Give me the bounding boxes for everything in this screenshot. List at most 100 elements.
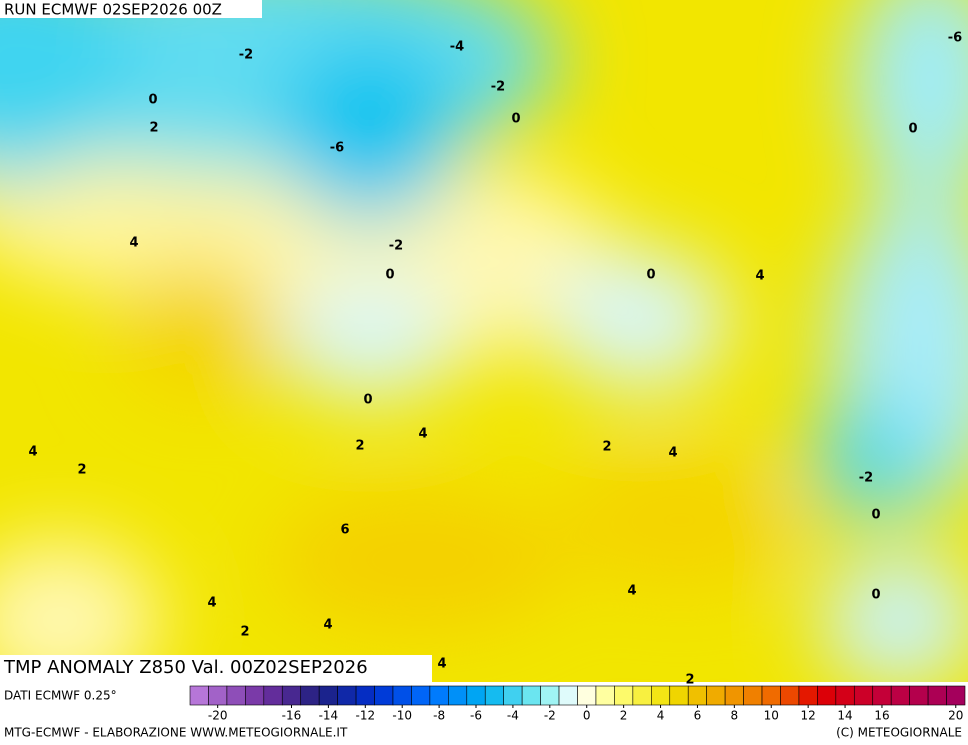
tick-label: -4	[507, 709, 519, 723]
tick-label: 2	[620, 709, 628, 723]
contour-label: -2	[239, 48, 253, 63]
color-box	[189, 685, 209, 706]
color-box	[651, 685, 671, 706]
tick-label: -8	[433, 709, 445, 723]
color-box	[540, 685, 560, 706]
contour-label: -4	[450, 40, 464, 55]
color-box	[909, 685, 929, 706]
color-box	[743, 685, 763, 706]
copyright: (C) METEOGIORNALE	[836, 726, 962, 740]
color-box	[724, 685, 744, 706]
contour-label: 0	[385, 268, 394, 283]
color-box	[632, 685, 652, 706]
colorbar: -20 -16 -14 -12 -10 -8 -6 -4 -2 0 2 4 6 8 10 12 14 16 20	[189, 685, 966, 723]
color-box	[817, 685, 837, 706]
tick-label: 14	[837, 709, 852, 723]
color-box	[503, 685, 523, 706]
tick-label: -12	[355, 709, 375, 723]
contour-label: 4	[437, 657, 446, 672]
color-box	[946, 685, 966, 706]
color-box	[780, 685, 800, 706]
header-box	[0, 0, 262, 18]
color-box	[687, 685, 707, 706]
color-box	[669, 685, 689, 706]
color-box	[872, 685, 892, 706]
color-box	[521, 685, 541, 706]
tick-label: 8	[731, 709, 739, 723]
color-box	[392, 685, 412, 706]
tick-label: -2	[544, 709, 556, 723]
tick-label: 16	[874, 709, 889, 723]
contour-label: -6	[948, 31, 962, 46]
contour-label: 4	[755, 269, 764, 284]
source: DATI ECMWF 0.25°	[4, 689, 117, 703]
tick-label: -10	[392, 709, 412, 723]
contour-label: 0	[908, 122, 917, 137]
contour-label: 0	[871, 508, 880, 523]
color-box	[853, 685, 874, 706]
color-box	[595, 685, 615, 706]
tick-label: -6	[470, 709, 482, 723]
color-box	[890, 685, 910, 706]
tick-label: 20	[948, 709, 963, 723]
contour-label: 4	[668, 446, 677, 461]
color-box	[798, 685, 818, 706]
contour-label: 6	[340, 523, 349, 538]
contour-label: 2	[240, 625, 249, 640]
contour-label: 2	[149, 121, 158, 136]
credit: MTG-ECMWF - ELABORAZIONE WWW.METEOGIORNA…	[4, 726, 348, 740]
contour-label: 0	[363, 393, 372, 408]
contour-label: 4	[207, 596, 216, 611]
contour-label: 4	[28, 445, 37, 460]
color-box	[355, 685, 375, 706]
contour-label: 0	[148, 93, 157, 108]
contour-label: -2	[389, 239, 403, 254]
color-box	[706, 685, 726, 706]
color-box	[208, 685, 228, 706]
contour-label: -6	[330, 141, 344, 156]
contour-label: 4	[129, 236, 138, 251]
color-box	[318, 685, 338, 706]
contour-label: 2	[77, 463, 86, 478]
contour-label: 2	[355, 439, 364, 454]
map-field	[0, 0, 968, 682]
contour-label: 2	[685, 673, 694, 688]
title-box	[0, 655, 432, 682]
color-box	[484, 685, 504, 706]
color-box	[577, 685, 597, 706]
color-box	[558, 685, 578, 706]
contour-label: -2	[859, 471, 873, 486]
tick-label: 12	[801, 709, 816, 723]
contour-label: 4	[418, 427, 427, 442]
contour-label: 0	[511, 112, 520, 127]
color-box	[337, 685, 357, 706]
tick-label: 10	[764, 709, 779, 723]
tick-label: 0	[583, 709, 591, 723]
color-box	[448, 685, 468, 706]
tick-label: 6	[694, 709, 702, 723]
color-box	[411, 685, 431, 706]
color-box	[466, 685, 486, 706]
tick-label: -16	[282, 709, 302, 723]
map-title: TMP ANOMALY Z850 Val. 00Z02SEP2026	[3, 657, 368, 678]
color-box	[614, 685, 634, 706]
contour-label: 2	[602, 440, 611, 455]
contour-label: 0	[646, 268, 655, 283]
contour-label: 4	[627, 584, 636, 599]
color-box	[374, 685, 394, 706]
color-box	[835, 685, 855, 706]
tick-label: 4	[657, 709, 665, 723]
contour-label: -2	[491, 80, 505, 95]
color-box	[300, 685, 320, 706]
color-box	[761, 685, 781, 706]
color-box	[927, 685, 947, 706]
color-box	[245, 685, 265, 706]
color-box	[281, 685, 302, 706]
color-box	[226, 685, 246, 706]
run-label: RUN ECMWF 02SEP2026 00Z	[4, 1, 222, 19]
tick-label: -20	[208, 709, 228, 723]
color-box	[263, 685, 283, 706]
tick-label: -14	[319, 709, 339, 723]
